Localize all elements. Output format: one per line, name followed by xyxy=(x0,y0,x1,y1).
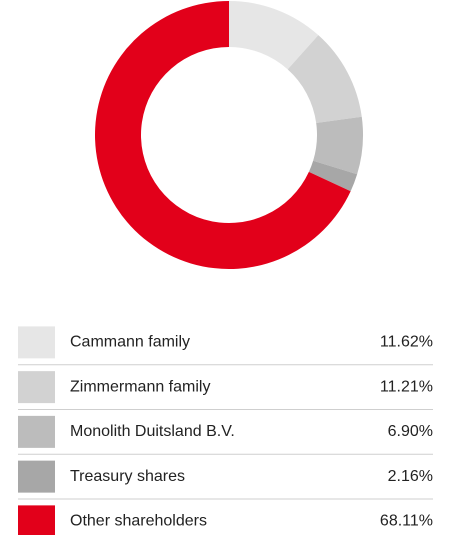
donut-segment xyxy=(313,116,363,175)
legend-swatch xyxy=(18,371,55,404)
legend-swatch xyxy=(18,460,55,493)
legend-value: 68.11% xyxy=(380,513,433,530)
donut-segment xyxy=(229,1,319,70)
legend-swatch xyxy=(18,505,55,538)
legend-value: 11.62% xyxy=(380,334,433,351)
legend-swatch xyxy=(18,415,55,448)
donut-segment xyxy=(94,1,351,269)
legend-value: 6.90% xyxy=(388,423,433,440)
legend-label: Zimmermann family xyxy=(70,378,210,395)
donut-segment xyxy=(308,160,358,192)
legend-swatch xyxy=(18,326,55,359)
legend-label: Treasury shares xyxy=(70,468,185,485)
donut-segment xyxy=(287,35,362,124)
legend-label: Other shareholders xyxy=(70,513,207,530)
legend-value: 11.21% xyxy=(380,378,433,395)
legend-value: 2.16% xyxy=(388,468,433,485)
legend-label: Cammann family xyxy=(70,334,190,351)
legend-label: Monolith Duitsland B.V. xyxy=(70,423,235,440)
